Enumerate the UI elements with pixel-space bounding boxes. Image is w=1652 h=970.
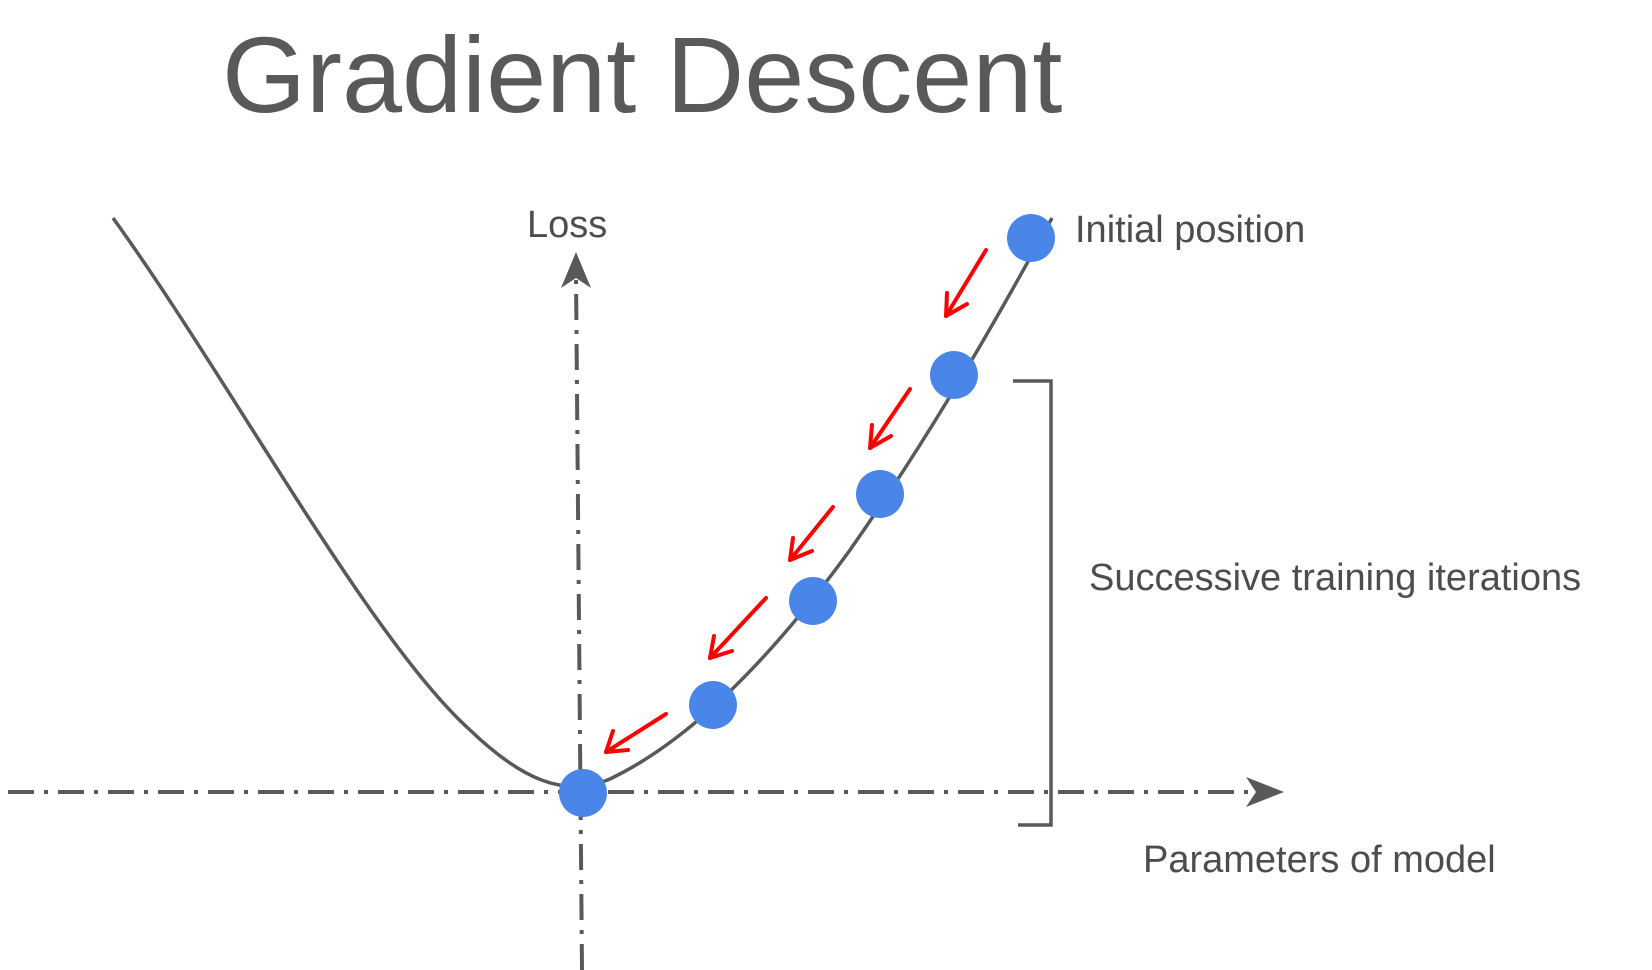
x-axis-label: Parameters of model — [1143, 839, 1496, 881]
step-arrow — [944, 248, 988, 318]
minimum-dot — [559, 769, 607, 817]
iteration-dot — [930, 351, 978, 399]
y-axis-arrowhead — [561, 252, 591, 288]
iteration-dot — [789, 577, 837, 625]
diagram-title: Gradient Descent — [222, 14, 1062, 135]
step-arrow — [868, 387, 912, 450]
initial-position-dot — [1007, 214, 1055, 262]
loss-curve — [111, 216, 1054, 789]
iteration-dot — [856, 470, 904, 518]
iterations-label: Successive training iterations — [1089, 557, 1581, 599]
step-arrow — [604, 712, 668, 754]
step-arrow — [708, 596, 768, 660]
y-axis-label: Loss — [527, 204, 607, 246]
iteration-dot — [689, 681, 737, 729]
initial-position-label: Initial position — [1075, 209, 1305, 251]
y-axis — [574, 274, 584, 970]
iterations-bracket — [1013, 379, 1053, 827]
step-arrow — [788, 505, 835, 562]
x-axis-arrowhead — [1246, 777, 1284, 807]
